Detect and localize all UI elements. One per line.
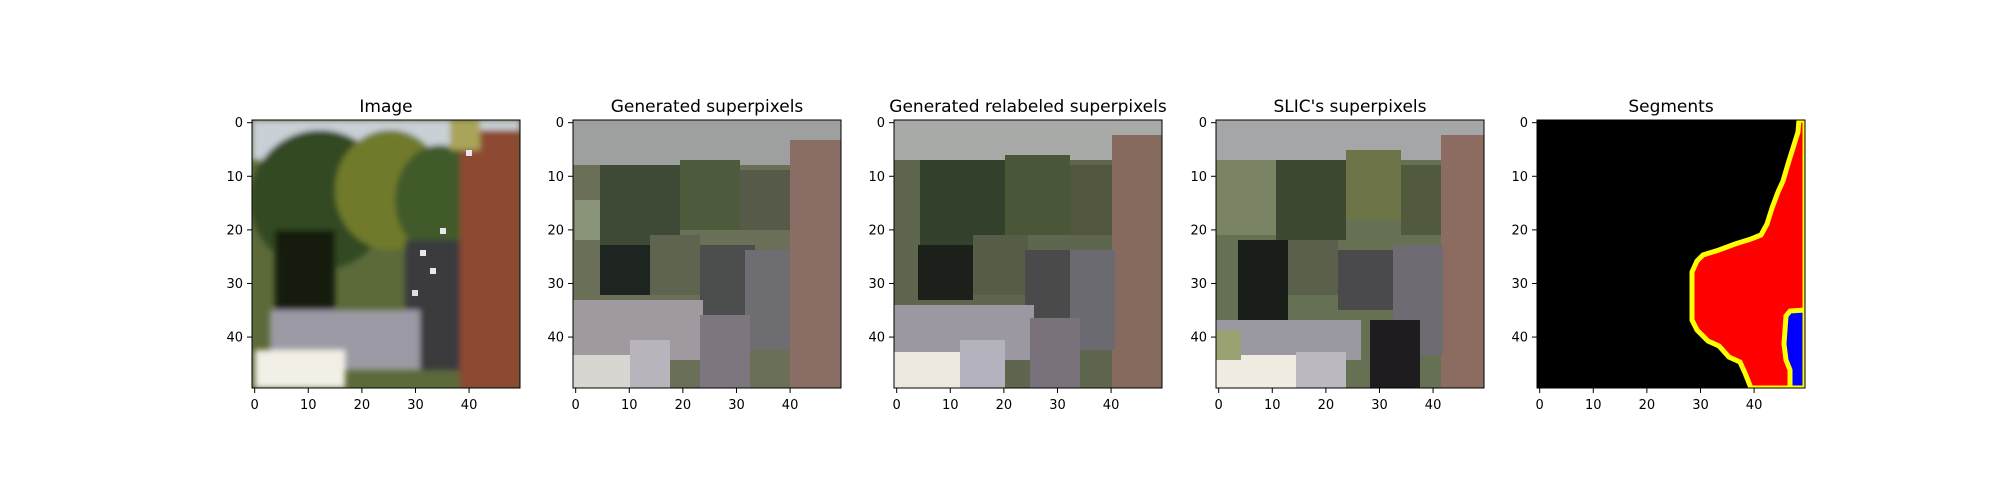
panel-relabeled-superpixels: Generated relabeled superpixels — [889, 97, 1167, 388]
x-tick-label: 20 — [996, 398, 1013, 413]
y-tick-label: 20 — [1511, 223, 1528, 238]
y-tick-label: 10 — [547, 170, 564, 185]
x-tick-label: 0 — [1536, 398, 1544, 413]
y-tick-label: 30 — [547, 277, 564, 292]
x-tick-label: 20 — [354, 398, 371, 413]
x-tick-label: 10 — [300, 398, 317, 413]
x-tick-label: 10 — [1264, 398, 1281, 413]
axes-2: 0 10 20 30 40 0 10 20 30 40 — [868, 116, 1163, 413]
slic-raster — [1216, 120, 1484, 388]
superpixel-raster — [573, 120, 841, 388]
y-tick-label: 30 — [226, 277, 243, 292]
y-tick-label: 30 — [868, 277, 885, 292]
x-tick-label: 10 — [621, 398, 638, 413]
x-tick-label: 20 — [1639, 398, 1656, 413]
x-tick-label: 0 — [251, 398, 259, 413]
axes-0: 0 10 20 30 40 0 10 20 30 40 — [226, 116, 521, 413]
axes-frame — [572, 119, 842, 389]
segments-raster — [1537, 120, 1805, 388]
panel-title: Generated relabeled superpixels — [889, 97, 1167, 117]
panel-slic-superpixels: SLIC's superpixels — [1216, 97, 1484, 388]
x-tick-label: 10 — [1585, 398, 1602, 413]
y-tick-label: 0 — [1520, 116, 1528, 131]
axes-3: 0 10 20 30 40 0 10 20 30 40 — [1190, 116, 1485, 413]
panel-segments: Segments — [1537, 97, 1805, 388]
y-tick-label: 20 — [547, 223, 564, 238]
y-tick-label: 20 — [226, 223, 243, 238]
x-tick-label: 10 — [942, 398, 959, 413]
panel-title: SLIC's superpixels — [1273, 97, 1426, 117]
relabeled-raster — [894, 120, 1162, 388]
x-tick-label: 0 — [572, 398, 580, 413]
x-tick-label: 40 — [461, 398, 478, 413]
axes-4: 0 10 20 30 40 0 10 20 30 40 — [1511, 116, 1806, 413]
x-tick-label: 30 — [728, 398, 745, 413]
panel-generated-superpixels: Generated superpixels — [573, 97, 841, 388]
axes-frame — [1536, 119, 1806, 389]
y-tick-label: 10 — [1511, 170, 1528, 185]
panel-image: Image — [252, 97, 520, 388]
y-tick-label: 0 — [877, 116, 885, 131]
x-tick-label: 0 — [1215, 398, 1223, 413]
y-tick-label: 40 — [1511, 331, 1528, 346]
panel-title: Generated superpixels — [611, 97, 804, 117]
panel-title: Segments — [1628, 97, 1714, 117]
y-tick-label: 20 — [1190, 223, 1207, 238]
y-tick-label: 10 — [226, 170, 243, 185]
x-tick-label: 40 — [1103, 398, 1120, 413]
segment-region-red — [1689, 120, 1805, 388]
x-tick-label: 30 — [1371, 398, 1388, 413]
y-tick-label: 20 — [868, 223, 885, 238]
axes-frame — [251, 119, 521, 389]
axes-frame — [893, 119, 1163, 389]
panel-title: Image — [359, 97, 412, 117]
y-tick-label: 0 — [556, 116, 564, 131]
x-tick-label: 40 — [1425, 398, 1442, 413]
segment-region-blue — [1781, 307, 1805, 388]
y-tick-label: 0 — [235, 116, 243, 131]
y-tick-label: 40 — [868, 331, 885, 346]
y-tick-label: 10 — [868, 170, 885, 185]
x-tick-label: 0 — [893, 398, 901, 413]
y-tick-label: 10 — [1190, 170, 1207, 185]
axes-frame — [1215, 119, 1485, 389]
y-tick-label: 40 — [547, 331, 564, 346]
y-tick-label: 30 — [1190, 277, 1207, 292]
y-tick-label: 40 — [1190, 331, 1207, 346]
x-tick-label: 40 — [782, 398, 799, 413]
y-tick-label: 40 — [226, 331, 243, 346]
x-tick-label: 20 — [1318, 398, 1335, 413]
axes-1: 0 10 20 30 40 0 10 20 30 40 — [547, 116, 842, 413]
x-tick-label: 40 — [1746, 398, 1763, 413]
x-tick-label: 20 — [675, 398, 692, 413]
y-tick-label: 30 — [1511, 277, 1528, 292]
image-raster — [252, 120, 520, 388]
x-tick-label: 30 — [1692, 398, 1709, 413]
x-tick-label: 30 — [407, 398, 424, 413]
y-tick-label: 0 — [1199, 116, 1207, 131]
x-tick-label: 30 — [1049, 398, 1066, 413]
